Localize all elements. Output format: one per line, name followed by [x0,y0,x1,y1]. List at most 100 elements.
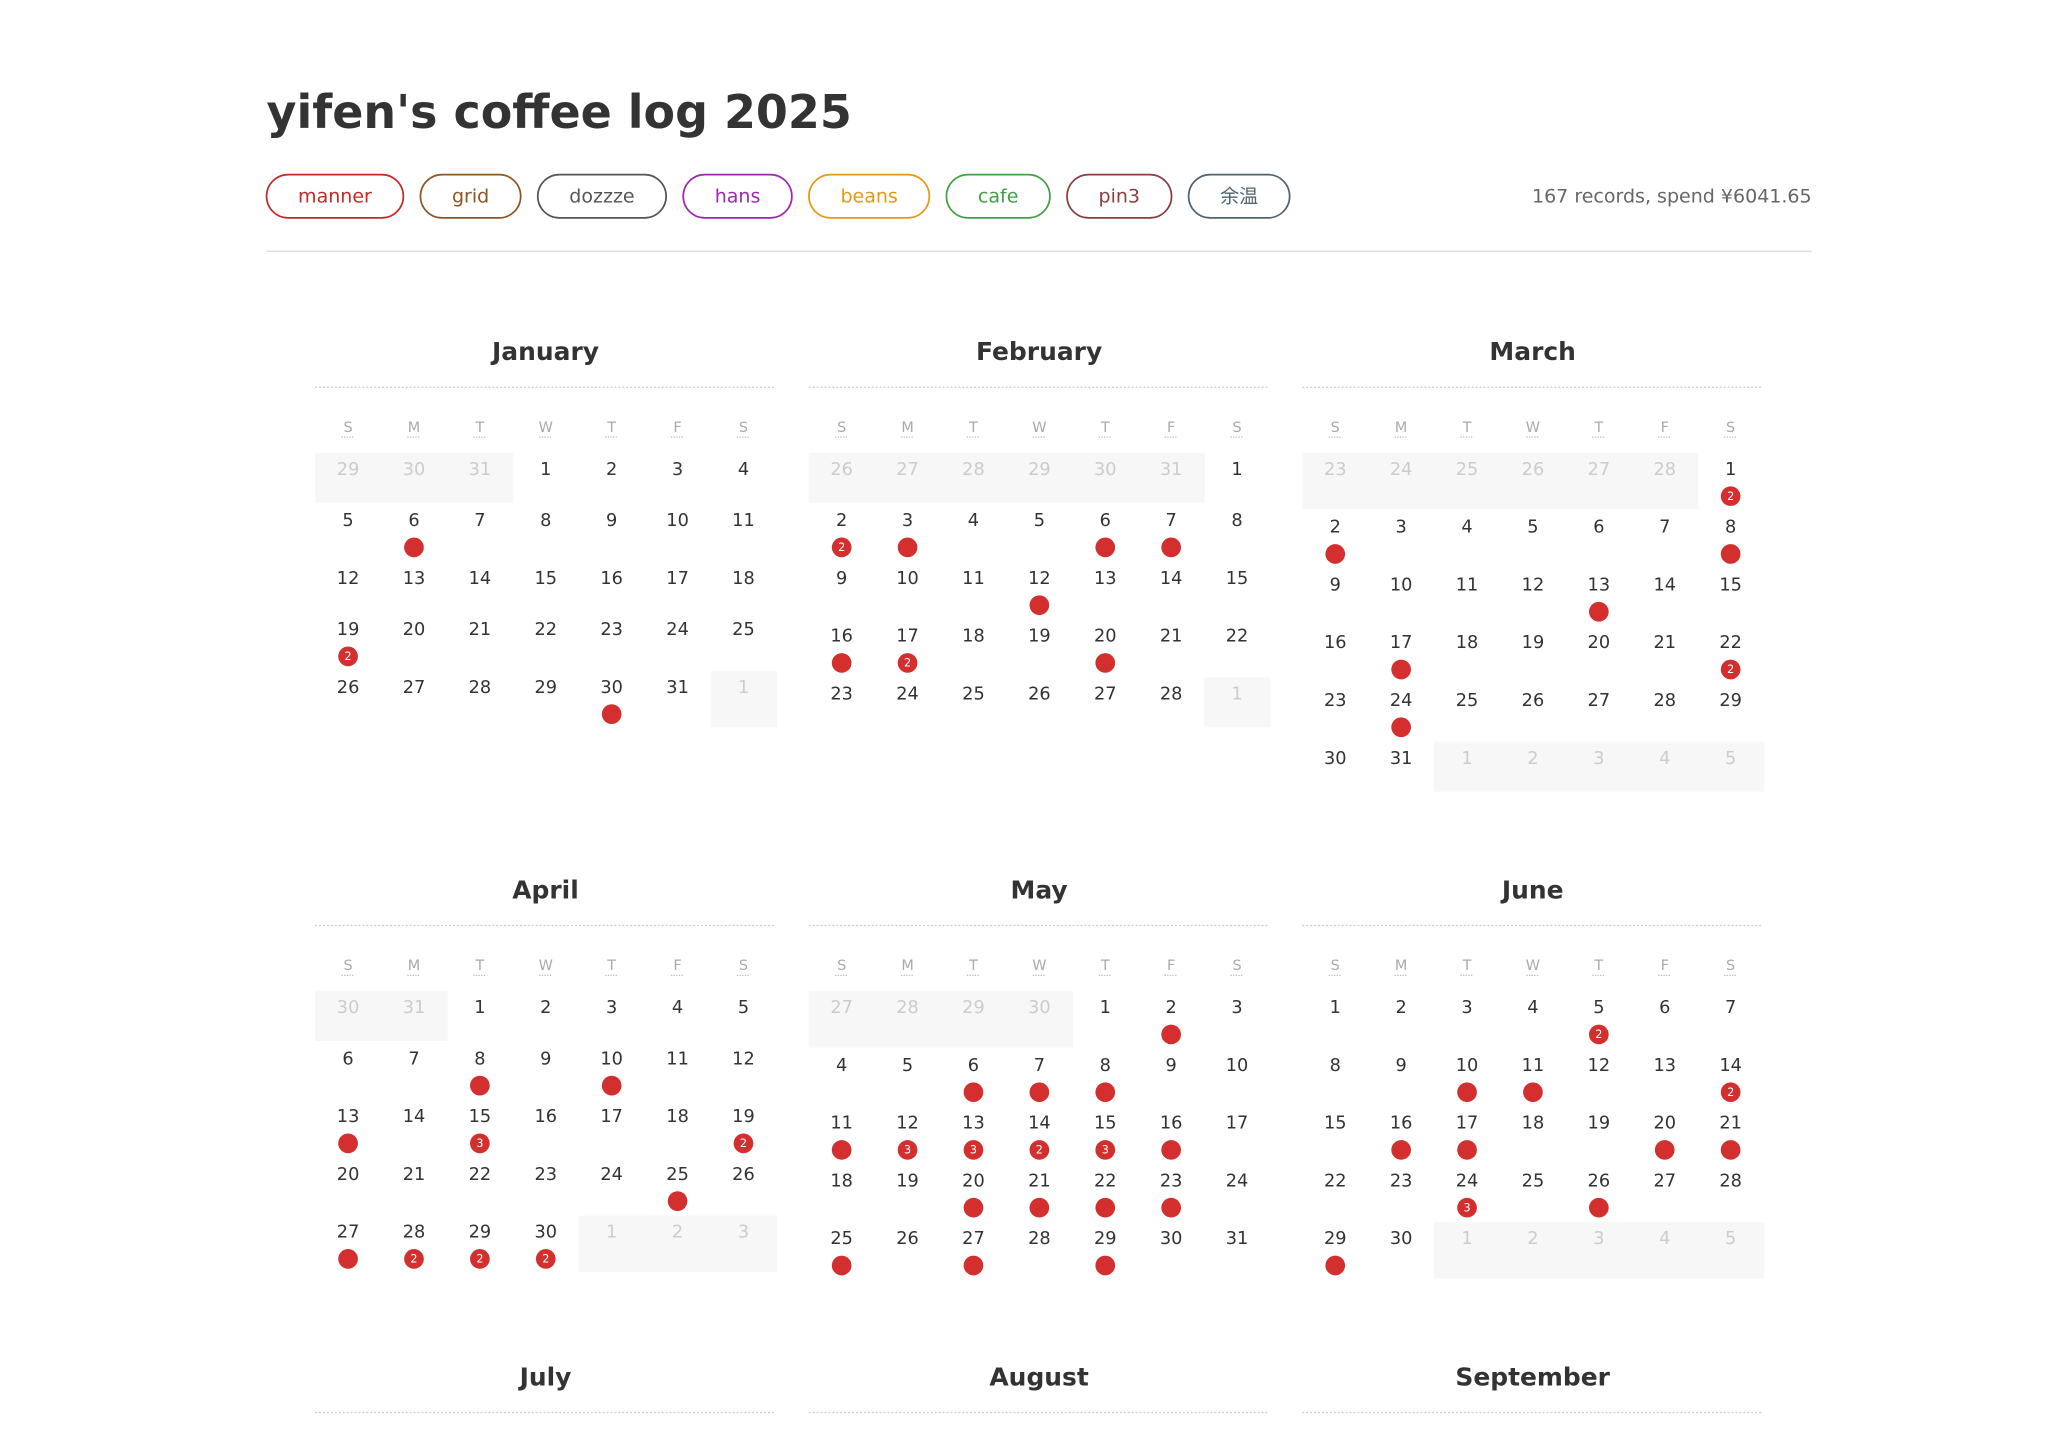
other-month-cell [1434,452,1501,510]
day-number: 25 [830,1229,853,1249]
weekday: S [1331,420,1340,436]
weekday: S [1232,420,1241,436]
record-dot [1720,544,1741,564]
day-number: 9 [606,511,617,531]
tag-label[interactable]: hans [715,185,761,207]
weekday: M [408,420,420,436]
day-number: 13 [1588,575,1611,595]
tag-pill[interactable] [536,173,667,219]
weekday: S [343,958,352,974]
day-number: 26 [337,678,360,698]
weekday: M [901,420,913,436]
day-number: 14 [1719,1056,1742,1076]
other-month-day: 28 [962,460,985,480]
day-number: 19 [337,620,360,640]
day-number: 27 [1094,684,1117,704]
tag-label[interactable]: beans [840,185,897,207]
other-month-day: 29 [1028,460,1051,480]
day-number: 23 [1160,1171,1183,1191]
other-month-day: 29 [962,998,985,1018]
record-dot [404,537,424,558]
day-number: 4 [968,511,979,531]
day-number: 27 [962,1229,985,1249]
other-month-cell [1697,741,1765,792]
tag-pill[interactable] [945,173,1051,219]
record-dot [1720,1082,1741,1103]
day-number: 21 [1653,633,1676,653]
day-number: 19 [732,1107,755,1127]
day-number: 3 [606,998,617,1018]
day-number: 22 [535,620,558,640]
other-month-day: 24 [1390,460,1413,480]
record-count: 3 [1102,1144,1109,1157]
weekday: F [1167,958,1175,974]
record-dot [338,646,358,667]
other-month-day: 27 [896,460,919,480]
day-number: 8 [1100,1056,1111,1076]
day-number: 15 [1324,1114,1347,1134]
record-dot [338,1133,358,1154]
record-dot [1029,1197,1050,1218]
weekday: T [968,958,978,974]
day-number: 17 [1390,633,1413,653]
record-dot [831,1255,852,1276]
day-number: 12 [896,1114,919,1134]
day-number: 15 [1226,569,1249,589]
day-number: 29 [1324,1229,1347,1249]
weekday: F [673,420,681,436]
tag-label[interactable]: grid [452,185,489,207]
record-count: 3 [476,1137,483,1150]
other-month-day: 25 [1456,460,1479,480]
record-dot [470,1249,490,1269]
day-number: 12 [1522,575,1545,595]
day-number: 16 [1160,1114,1183,1134]
record-dot [963,1140,984,1160]
day-number: 17 [1456,1114,1479,1134]
day-number: 10 [600,1049,623,1069]
day-number: 18 [1456,633,1479,653]
day-number: 2 [606,460,617,480]
day-number: 8 [474,1049,485,1069]
weekday: S [1726,958,1735,974]
tag-pill[interactable] [1066,173,1173,219]
day-number: 4 [836,1056,847,1076]
tag-pill[interactable] [682,173,793,219]
day-number: 17 [896,627,919,647]
weekday: F [1167,420,1175,436]
other-month-day: 28 [1653,460,1676,480]
other-month-cell [1072,452,1139,503]
tag-pill[interactable] [1187,173,1291,219]
day-number: 21 [1160,627,1183,647]
tag-pill[interactable] [808,173,931,219]
day-number: 16 [830,627,853,647]
record-dot [1391,1140,1411,1160]
day-number: 20 [1588,633,1611,653]
tag-label[interactable]: 余温 [1220,185,1258,207]
day-number: 11 [666,1049,689,1069]
tag-label[interactable]: cafe [978,185,1019,207]
day-number: 16 [1390,1114,1413,1134]
day-number: 10 [896,569,919,589]
day-number: 8 [1231,511,1242,531]
tag-label[interactable]: manner [298,185,372,207]
day-number: 13 [962,1114,985,1134]
tag-pill[interactable] [419,173,522,219]
tag-label[interactable]: pin3 [1099,185,1141,207]
tag-label[interactable]: dozzze [569,185,634,207]
record-dot [1720,1140,1741,1160]
record-dot [1095,653,1116,673]
tag-pill[interactable] [265,173,405,219]
day-number: 3 [1461,998,1472,1018]
day-number: 4 [738,460,749,480]
record-dot [601,1075,622,1096]
other-month-cell [1302,452,1369,510]
day-number: 15 [1719,575,1742,595]
day-number: 18 [830,1171,853,1191]
record-dot [1654,1140,1675,1160]
day-number: 30 [1160,1229,1183,1249]
other-month-day: 4 [1659,1229,1670,1249]
day-number: 5 [738,998,749,1018]
day-number: 9 [1166,1056,1177,1076]
other-month-day: 30 [403,460,426,480]
